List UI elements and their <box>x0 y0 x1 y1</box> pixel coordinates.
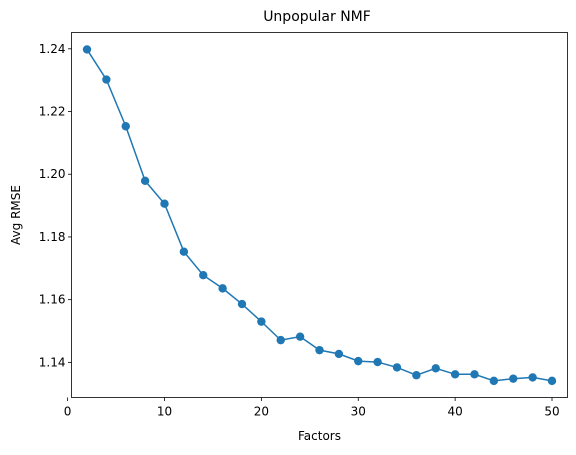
data-point <box>334 349 344 359</box>
x-tick-label: 20 <box>254 405 269 419</box>
x-tick-label: 50 <box>544 405 559 419</box>
x-axis-label: Factors <box>298 429 341 443</box>
data-point <box>547 376 557 386</box>
data-point <box>179 247 189 256</box>
data-point <box>354 356 363 366</box>
y-tick-label: 1.20 <box>39 167 66 181</box>
plot-frame <box>71 32 568 398</box>
y-tick-label: 1.22 <box>39 105 66 119</box>
x-tick-label: 30 <box>351 405 366 419</box>
data-point <box>528 373 537 382</box>
data-point <box>102 75 111 84</box>
data-point <box>199 271 208 280</box>
x-tick-label: 10 <box>157 405 172 419</box>
y-tick-label: 1.16 <box>39 293 66 307</box>
data-point <box>82 45 92 54</box>
data-point <box>373 357 382 367</box>
data-point <box>431 364 440 373</box>
y-axis-label: Avg RMSE <box>9 185 23 245</box>
y-tick-label: 1.24 <box>39 42 66 56</box>
chart-title: Unpopular NMF <box>263 9 371 25</box>
x-tick-label: 0 <box>64 405 72 419</box>
data-point <box>392 363 402 372</box>
data-point <box>121 122 130 131</box>
plot-area <box>82 45 557 386</box>
data-point <box>276 335 285 345</box>
x-axis: 0 10 20 30 40 50 <box>64 397 560 419</box>
data-point <box>489 376 499 386</box>
data-point <box>315 345 324 355</box>
data-point <box>218 284 227 293</box>
data-point <box>412 371 421 380</box>
data-point <box>450 370 460 379</box>
data-point <box>257 317 266 326</box>
data-point <box>140 176 150 186</box>
y-axis: 1.14 1.16 1.18 1.20 1.22 1.24 <box>39 42 72 369</box>
data-point <box>160 199 169 208</box>
data-point <box>470 370 479 379</box>
x-tick-label: 40 <box>447 405 462 419</box>
series-line <box>86 49 553 382</box>
data-point <box>509 374 518 383</box>
data-point <box>295 332 305 341</box>
data-point <box>237 299 247 309</box>
y-tick-label: 1.14 <box>39 355 66 369</box>
y-tick-label: 1.18 <box>39 230 66 244</box>
